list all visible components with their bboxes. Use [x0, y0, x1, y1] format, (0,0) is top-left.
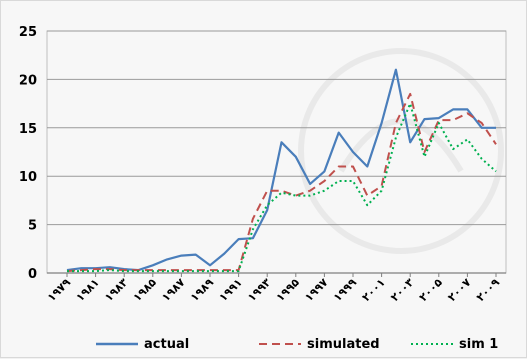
x-tick-label: ۱۹۸۹ — [188, 276, 216, 304]
x-tick-label: ۲۰۰۱ — [360, 276, 388, 304]
y-tick-label: 5 — [28, 219, 37, 234]
x-tick-label: ۱۹۹۷ — [302, 276, 330, 304]
axes: 0 5 10 15 20 25 — [19, 25, 506, 282]
grid — [46, 30, 507, 274]
x-tick-label: ۱۹۹۱ — [217, 276, 245, 304]
x-tick-label: ۲۰۰۵ — [417, 276, 445, 304]
x-tick-label: ۱۹۷۹ — [45, 276, 73, 304]
series-line-actual — [66, 68, 496, 272]
x-tick-label: ۱۹۸۵ — [131, 276, 159, 304]
legend-label: actual — [144, 337, 189, 352]
legend-label: sim 1 — [459, 337, 498, 352]
series-line-simulated — [66, 92, 497, 273]
y-tick-label: 15 — [19, 122, 37, 137]
x-tick-label: ۱۹۹۹ — [331, 276, 359, 304]
x-tick-label: ۱۹۹۳ — [245, 276, 273, 304]
x-tick-label: ۱۹۸۳ — [102, 276, 130, 304]
plot-frame — [46, 30, 507, 274]
series-lines — [66, 68, 497, 273]
x-tick-label: ۲۰۰۳ — [388, 276, 416, 304]
x-tick-label: ۲۰۰۷ — [445, 276, 473, 304]
legend-label: simulated — [307, 337, 380, 352]
y-tick-label: 0 — [28, 267, 37, 282]
x-tick-label: ۱۹۹۵ — [274, 276, 302, 304]
y-tick-label: 20 — [19, 73, 37, 88]
y-tick-label: 10 — [19, 170, 37, 185]
y-tick-label: 25 — [19, 25, 37, 40]
x-tick-label: ۱۹۸۱ — [74, 276, 102, 304]
x-tick-label: ۱۹۸۷ — [159, 276, 187, 304]
legend: actual simulated sim 1 — [96, 337, 498, 352]
x-axis-ticks: ۱۹۷۹ ۱۹۸۱ ۱۹۸۳ ۱۹۸۵ ۱۹۸۷ ۱۹۸۹ ۱۹۹۱ ۱۹۹۳ ۱۹۹۵ ۱۹۹۷… — [45, 273, 502, 304]
series-line-sim-1 — [67, 102, 497, 273]
x-tick-label: ۲۰۰۹ — [474, 276, 502, 304]
